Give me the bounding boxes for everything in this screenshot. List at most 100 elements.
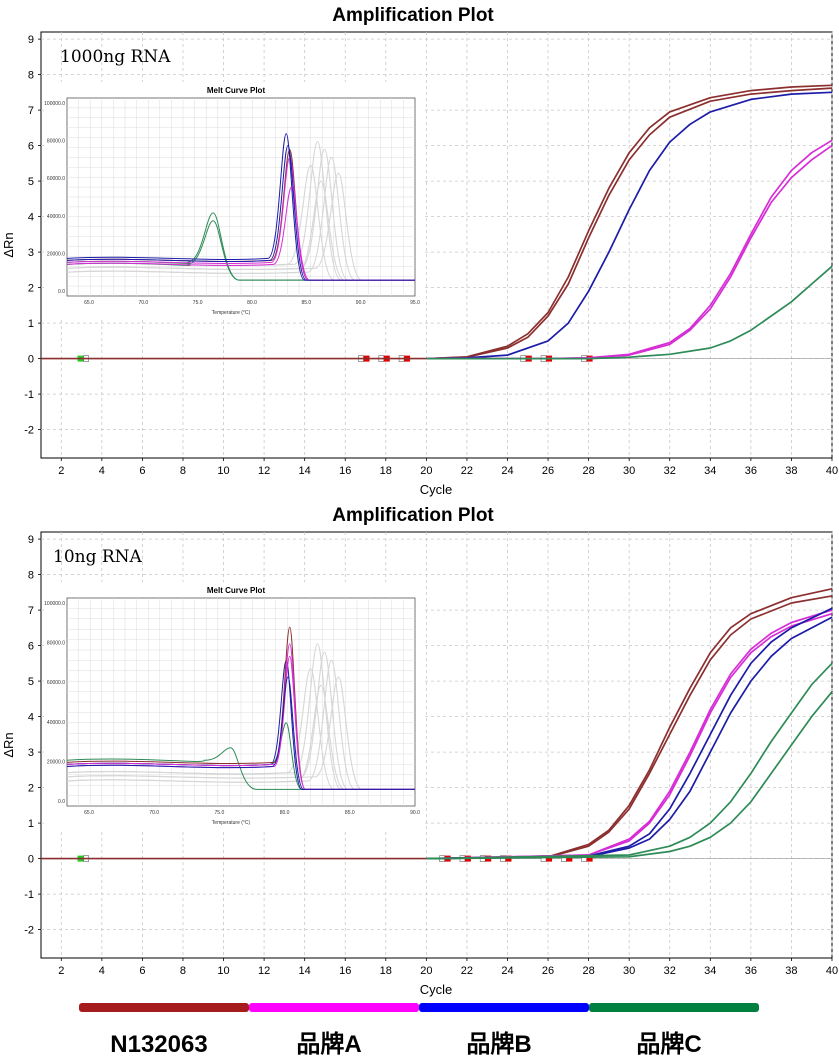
y-tick-label: 1 [28,818,34,830]
legend-bar [589,1003,759,1012]
melt-curve [66,747,415,790]
y-tick-label: -2 [24,425,34,437]
inset-x-tick: 90.0 [356,300,366,306]
inset-y-tick: 60000.0 [47,680,65,686]
amplification-curve [426,595,833,860]
x-tick-label: 4 [99,465,105,477]
y-axis-label: ΔRn [1,232,16,257]
y-tick-label: 7 [28,605,34,617]
amplification-curves [41,587,833,860]
amplification-curve [426,691,833,860]
chart-title: Amplification Plot [332,505,494,526]
amplification-curve [426,587,833,860]
inset-title: Melt Curve Plot [207,86,266,95]
x-tick-label: 38 [785,465,797,477]
legend-bar [249,1003,419,1012]
x-tick-label: 16 [339,465,351,477]
inset-x-tick: 80.0 [280,810,290,816]
x-tick-label: 26 [542,465,554,477]
inset-x-tick: 70.0 [138,300,148,306]
y-tick-label: -1 [24,389,34,401]
y-tick-label: 2 [28,783,34,795]
x-tick-label: 26 [542,965,554,977]
x-tick-label: 2 [58,965,64,977]
inset-x-tick: 85.0 [301,300,311,306]
y-tick-label: 6 [28,141,34,153]
x-tick-label: 14 [299,465,311,477]
inset-title: Melt Curve Plot [207,586,266,595]
y-tick-label: 1 [28,318,34,330]
x-tick-label: 22 [461,965,473,977]
x-tick-label: 36 [745,965,757,977]
amplification-curve [426,265,833,360]
x-tick-label: 38 [785,965,797,977]
amplification-curve [426,616,833,860]
melt-curve-background [66,180,415,281]
melt-curve-inset: Melt Curve Plot 65.0 70.0 75.0 80.0 85.0 90.0 9… [44,82,423,320]
x-tick-label: 40 [826,465,838,477]
inset-y-tick: 0.0 [58,289,65,295]
x-tick-label: 2 [58,465,64,477]
melt-curve [66,133,415,281]
y-tick-label: 4 [28,712,34,724]
x-tick-label: 6 [139,465,145,477]
y-tick-labels: -2 -1 0 1 2 3 4 5 6 7 8 9 [24,34,41,437]
baseline-end-marker [546,855,553,862]
inset-x-tick: 80.0 [247,300,257,306]
inset-x-tick: 75.0 [215,810,225,816]
y-tick-label: 6 [28,641,34,653]
x-tick-labels: 2 4 6 8 10 12 14 16 18 20 22 24 26 28 30 32 34 36 38 40 [58,958,838,977]
x-tick-label: 12 [258,965,270,977]
x-tick-label: 24 [501,965,513,977]
x-tick-label: 40 [826,965,838,977]
melt-curve [66,145,415,281]
amplification-curves [41,84,833,360]
sample-annotation: 10ng RNA [53,547,143,567]
x-tick-label: 30 [623,965,635,977]
amplification-curve [426,84,833,360]
x-tick-label: 20 [420,465,432,477]
legend-label: 品牌A [296,1030,361,1058]
melt-curve-inset: Melt Curve Plot 65.0 70.0 75.0 80.0 85.0 90.0 T… [44,582,423,830]
inset-y-tick: 40000.0 [47,214,65,220]
y-axis-label: ΔRn [1,732,16,757]
legend-bar [419,1003,589,1012]
y-tick-label: 4 [28,212,34,224]
chart-title: Amplification Plot [332,5,494,26]
x-tick-label: 12 [258,465,270,477]
legend-label: 品牌C [636,1030,701,1058]
y-tick-labels: -2 -1 0 1 2 3 4 5 6 7 8 9 [24,534,41,937]
y-tick-label: 0 [28,854,34,866]
x-axis-label: Cycle [420,482,453,497]
legend-bar [79,1003,249,1012]
x-tick-label: 30 [623,465,635,477]
y-tick-label: 3 [28,247,34,259]
x-tick-label: 20 [420,965,432,977]
x-tick-label: 8 [180,465,186,477]
inset-y-tick: 20000.0 [47,251,65,257]
x-tick-label: 36 [745,465,757,477]
y-tick-label: 8 [28,570,34,582]
x-tick-label: 10 [217,465,229,477]
inset-x-tick: 75.0 [193,300,203,306]
x-tick-label: 28 [582,965,594,977]
x-tick-label: 6 [139,965,145,977]
amplification-curve [426,662,833,860]
amplification-curve [426,612,833,860]
x-tick-label: 32 [664,965,676,977]
x-tick-label: 24 [501,465,513,477]
x-tick-label: 10 [217,965,229,977]
amplification-curve [426,91,833,360]
x-tick-label: 4 [99,965,105,977]
inset-x-tick: 95.0 [410,300,420,306]
inset-x-tick: 85.0 [345,810,355,816]
x-tick-label: 18 [380,965,392,977]
x-tick-label: 34 [704,465,716,477]
melt-curve-background [66,172,415,281]
y-tick-label: 9 [28,34,34,46]
x-tick-label: 28 [582,465,594,477]
inset-y-tick: 40000.0 [47,720,65,726]
inset-y-tick: 60000.0 [47,176,65,182]
